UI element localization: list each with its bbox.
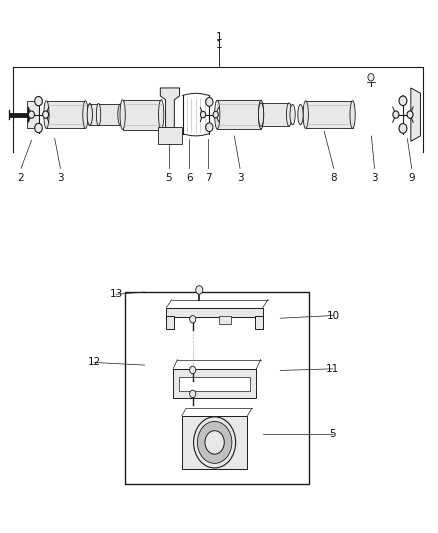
Circle shape — [42, 111, 49, 118]
Circle shape — [407, 111, 413, 118]
Ellipse shape — [258, 103, 264, 126]
FancyBboxPatch shape — [158, 127, 182, 144]
Circle shape — [393, 111, 399, 118]
FancyBboxPatch shape — [27, 101, 39, 128]
FancyBboxPatch shape — [166, 308, 263, 317]
Circle shape — [205, 431, 224, 454]
Ellipse shape — [83, 101, 88, 128]
FancyBboxPatch shape — [219, 316, 231, 324]
Ellipse shape — [120, 100, 125, 130]
Text: 3: 3 — [371, 173, 378, 183]
Circle shape — [198, 422, 232, 463]
Circle shape — [35, 96, 42, 106]
Text: 5: 5 — [165, 173, 172, 183]
Circle shape — [399, 124, 407, 133]
FancyBboxPatch shape — [173, 369, 256, 399]
Ellipse shape — [350, 101, 355, 128]
Text: 9: 9 — [408, 173, 415, 183]
Text: 3: 3 — [237, 173, 244, 183]
Circle shape — [190, 316, 196, 323]
Circle shape — [196, 286, 203, 294]
FancyBboxPatch shape — [217, 100, 261, 129]
FancyBboxPatch shape — [182, 416, 247, 469]
FancyBboxPatch shape — [46, 101, 85, 128]
Ellipse shape — [215, 100, 220, 129]
Circle shape — [206, 123, 213, 132]
Circle shape — [194, 417, 236, 468]
Ellipse shape — [298, 104, 303, 125]
Text: 13: 13 — [110, 289, 123, 299]
Circle shape — [190, 390, 196, 398]
Circle shape — [368, 74, 374, 81]
Ellipse shape — [44, 101, 49, 128]
Ellipse shape — [258, 100, 264, 129]
Ellipse shape — [290, 104, 295, 125]
FancyBboxPatch shape — [166, 316, 174, 329]
Circle shape — [35, 123, 42, 133]
FancyBboxPatch shape — [306, 101, 353, 128]
Circle shape — [28, 111, 35, 118]
FancyBboxPatch shape — [261, 103, 289, 126]
Ellipse shape — [118, 104, 123, 125]
Polygon shape — [160, 88, 180, 128]
Ellipse shape — [96, 103, 101, 126]
FancyBboxPatch shape — [255, 316, 263, 329]
FancyBboxPatch shape — [123, 100, 161, 130]
Text: 6: 6 — [186, 173, 193, 183]
Text: 10: 10 — [326, 311, 339, 320]
Circle shape — [201, 111, 206, 118]
Text: 1: 1 — [215, 31, 223, 42]
Circle shape — [206, 98, 213, 106]
Text: 1: 1 — [215, 40, 223, 50]
Text: 7: 7 — [205, 173, 212, 183]
Text: 8: 8 — [330, 173, 337, 183]
FancyBboxPatch shape — [125, 292, 309, 484]
Ellipse shape — [159, 100, 164, 130]
FancyBboxPatch shape — [179, 376, 250, 391]
Ellipse shape — [87, 104, 92, 125]
Ellipse shape — [286, 103, 292, 126]
Circle shape — [213, 111, 218, 118]
Text: 3: 3 — [57, 173, 64, 183]
Text: 11: 11 — [326, 364, 339, 374]
Polygon shape — [411, 88, 420, 141]
Circle shape — [190, 366, 196, 374]
Ellipse shape — [303, 101, 308, 128]
FancyBboxPatch shape — [90, 104, 120, 125]
Text: 5: 5 — [329, 430, 336, 439]
Ellipse shape — [88, 103, 92, 126]
Text: 2: 2 — [18, 173, 25, 183]
Text: 12: 12 — [88, 358, 101, 367]
Circle shape — [399, 96, 407, 106]
